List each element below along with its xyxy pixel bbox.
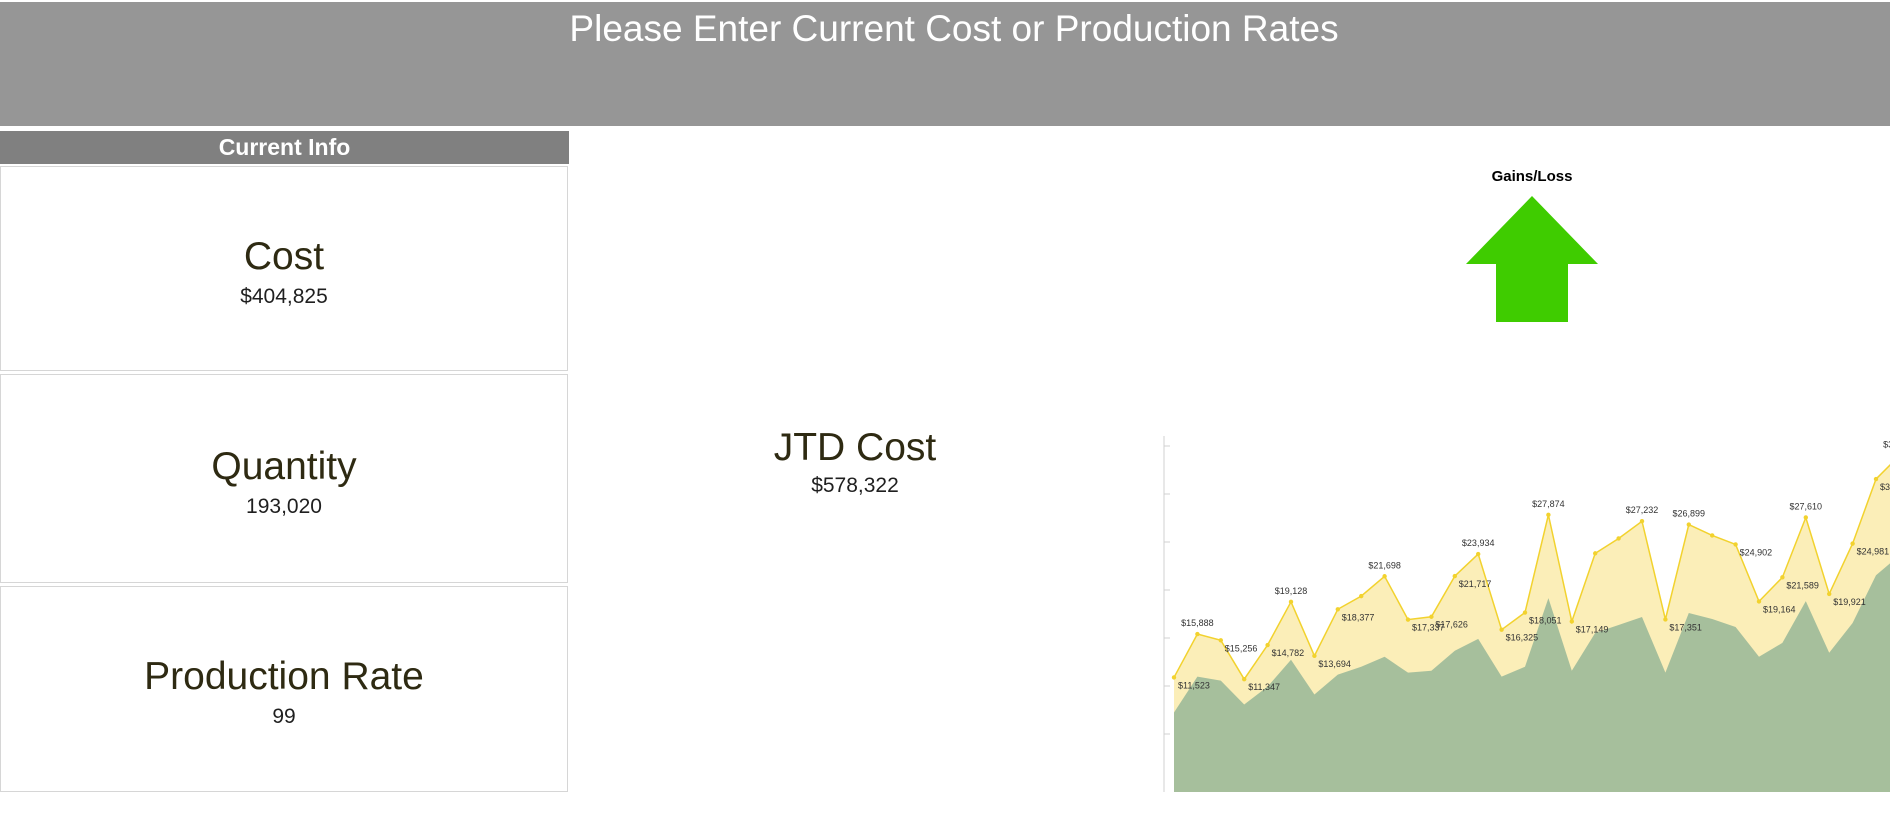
data-label: $13,694 xyxy=(1318,659,1351,669)
data-point xyxy=(1710,533,1715,538)
quantity-card: Quantity 193,020 xyxy=(0,374,568,583)
data-point xyxy=(1569,619,1574,624)
data-point xyxy=(1499,627,1504,632)
data-point xyxy=(1593,551,1598,556)
data-label: $17,337 xyxy=(1412,623,1445,633)
data-label: $17,149 xyxy=(1576,624,1609,634)
cost-card: Cost $404,825 xyxy=(0,166,568,371)
data-label: $14,782 xyxy=(1272,648,1305,658)
page-header: Please Enter Current Cost or Production … xyxy=(0,2,1890,126)
production-rate-card: Production Rate 99 xyxy=(0,586,568,792)
data-point xyxy=(1288,599,1294,605)
data-label: $16,325 xyxy=(1506,633,1539,643)
production-rate-label: Production Rate xyxy=(144,655,424,698)
data-label: $19,128 xyxy=(1275,586,1308,596)
data-point xyxy=(1756,599,1762,604)
data-label: $11,347 xyxy=(1248,682,1280,692)
data-label: $11,523 xyxy=(1178,680,1210,690)
data-label: $27,874 xyxy=(1532,499,1565,509)
data-point xyxy=(1663,617,1668,622)
data-label: $18,377 xyxy=(1342,612,1375,622)
data-point xyxy=(1476,551,1481,557)
data-label: $26,899 xyxy=(1673,509,1706,519)
data-point xyxy=(1522,610,1528,615)
data-label: $27,610 xyxy=(1790,501,1823,511)
data-point xyxy=(1265,642,1270,648)
production-rate-value[interactable]: 99 xyxy=(272,705,296,728)
current-info-header: Current Info xyxy=(0,131,569,164)
data-label: $18,051 xyxy=(1529,616,1562,626)
data-label: $31,474 xyxy=(1880,482,1890,492)
data-point xyxy=(1452,573,1457,579)
jtd-cost-value: $578,322 xyxy=(811,474,899,497)
data-label: $27,232 xyxy=(1626,505,1659,515)
gains-loss-title: Gains/Loss xyxy=(1491,168,1573,185)
data-label: $21,698 xyxy=(1368,560,1401,570)
data-point xyxy=(1335,607,1340,612)
data-point xyxy=(1242,676,1247,682)
lower-area xyxy=(1174,563,1890,792)
data-point xyxy=(1733,542,1738,547)
data-label: $17,626 xyxy=(1435,620,1468,630)
data-point xyxy=(1429,614,1434,619)
data-point xyxy=(1803,515,1808,520)
cost-label: Cost xyxy=(243,235,325,278)
data-point xyxy=(1850,541,1855,546)
data-label: $15,888 xyxy=(1181,618,1214,628)
data-point xyxy=(1546,512,1551,518)
data-point xyxy=(1312,653,1317,659)
jtd-cost-label: JTD Cost xyxy=(773,426,937,469)
cost-value[interactable]: $404,825 xyxy=(240,285,328,308)
data-label: $24,981 xyxy=(1857,547,1890,557)
quantity-value[interactable]: 193,020 xyxy=(246,495,322,518)
data-label: $19,921 xyxy=(1833,597,1866,607)
data-point xyxy=(1686,522,1691,527)
data-label: $23,934 xyxy=(1462,538,1495,548)
data-point xyxy=(1195,631,1200,637)
data-label: $15,256 xyxy=(1225,643,1258,653)
cost-area-chart: $11,523 $15,888 $15,256 $11,347 $14,782 $19,1… xyxy=(1163,436,1890,792)
data-point xyxy=(1639,519,1645,524)
data-point xyxy=(1827,591,1832,597)
data-label: $21,589 xyxy=(1786,580,1819,590)
data-point xyxy=(1218,638,1223,643)
data-point xyxy=(1405,617,1411,622)
page-title: Please Enter Current Cost or Production … xyxy=(569,8,1339,49)
quantity-label: Quantity xyxy=(211,445,357,488)
data-label: $33,830 xyxy=(1883,440,1890,450)
data-point xyxy=(1873,476,1879,482)
data-label: $19,164 xyxy=(1763,604,1796,614)
data-point xyxy=(1780,575,1785,580)
data-label: $17,351 xyxy=(1669,622,1702,632)
data-point xyxy=(1382,574,1387,579)
data-label: $21,717 xyxy=(1459,579,1492,589)
gains-up-arrow-icon xyxy=(1466,196,1598,322)
data-point xyxy=(1171,675,1177,680)
data-label: $24,902 xyxy=(1740,547,1773,557)
data-point xyxy=(1359,593,1364,599)
data-point xyxy=(1616,536,1621,541)
